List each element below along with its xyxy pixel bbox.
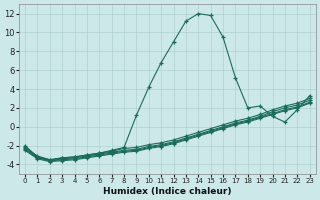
X-axis label: Humidex (Indice chaleur): Humidex (Indice chaleur) xyxy=(103,187,232,196)
